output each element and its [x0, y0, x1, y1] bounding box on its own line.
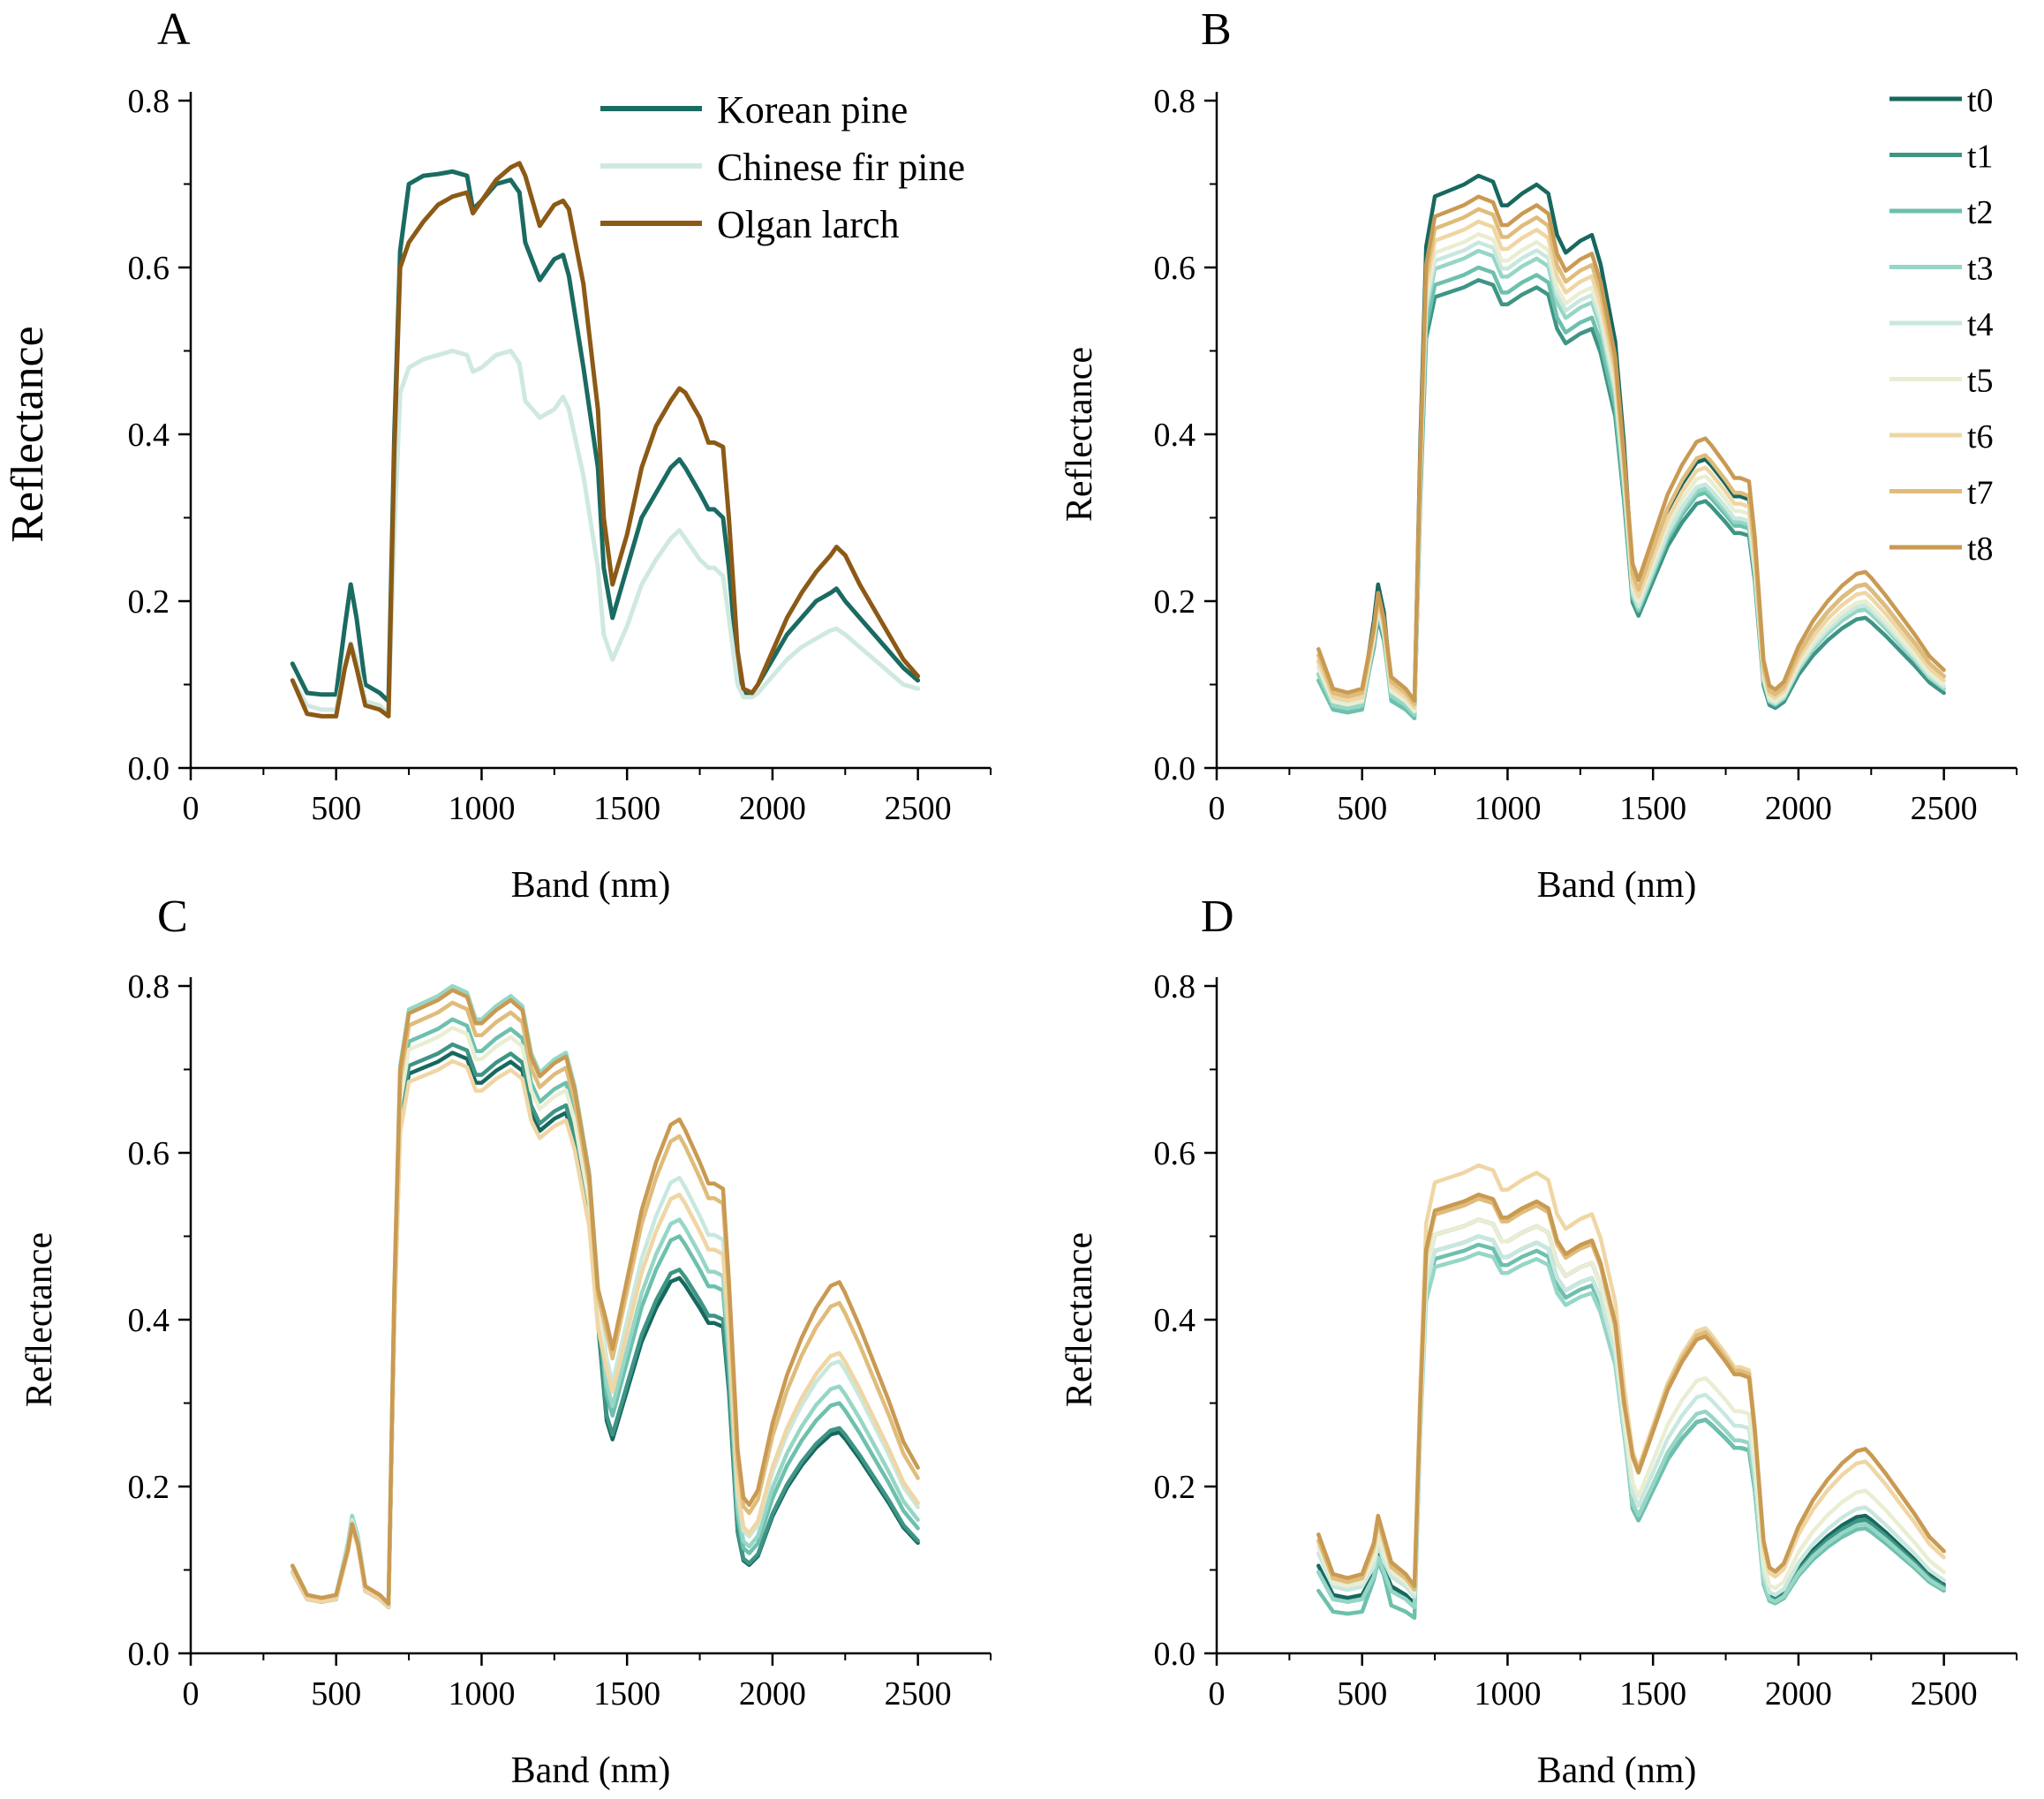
series-line-t1 [1316, 1234, 1946, 1610]
y-tick-label: 0.8 [128, 968, 170, 1005]
x-tick-label: 2500 [1911, 1675, 1978, 1712]
series-line-t0 [1316, 1217, 1946, 1607]
panel-letter: C [157, 892, 188, 942]
x-tick-label: 2000 [739, 790, 806, 827]
series-line-korean-pine [290, 169, 921, 704]
series-line-t4 [290, 1000, 920, 1607]
legend-label: t5 [1967, 363, 1994, 400]
series-line-t5 [1316, 1217, 1946, 1595]
x-tick-label: 2500 [1911, 790, 1978, 827]
y-tick-label: 0.6 [1154, 250, 1196, 287]
x-tick-label: 2000 [1765, 790, 1832, 827]
x-tick-label: 1000 [448, 1675, 515, 1712]
y-axis-title: Reflectance [19, 1232, 60, 1407]
y-tick-label: 0.0 [128, 750, 170, 787]
y-tick-label: 0.0 [128, 1636, 170, 1673]
y-tick-label: 0.0 [1154, 1636, 1196, 1673]
panel-c: C 0 500 1000 1500 2000 2500 0.0 0.2 0.4 0.6 0.8 Band… [19, 892, 992, 1791]
panel-letter: B [1201, 4, 1232, 55]
x-tick-label: 0 [1209, 1675, 1226, 1712]
panel-d: D 0 500 1000 1500 2000 2500 0.0 0.2 0.4 0.6 0.8 Band… [1060, 892, 2018, 1791]
legend-label: t7 [1967, 475, 1994, 512]
x-tick-label: 1500 [1619, 1675, 1686, 1712]
y-tick-label: 0.2 [1154, 583, 1196, 621]
panel-letter: A [157, 4, 191, 55]
x-tick-label: 500 [311, 1675, 361, 1712]
y-tick-label: 0.4 [128, 417, 170, 454]
x-tick-label: 1500 [1619, 790, 1686, 827]
legend-label: t6 [1967, 418, 1994, 455]
y-axis-title: Reflectance [3, 326, 53, 542]
series-line-t1 [1316, 277, 1946, 718]
legend-label: t1 [1967, 139, 1994, 176]
y-tick-label: 0.0 [1154, 750, 1196, 787]
x-tick-label: 0 [183, 790, 200, 827]
y-axis-title: Reflectance [1060, 1232, 1100, 1407]
x-tick-label: 1000 [448, 790, 515, 827]
x-axis-title: Band (nm) [1537, 865, 1697, 906]
y-axis-title: Reflectance [1060, 347, 1100, 522]
x-tick-label: 1000 [1474, 790, 1541, 827]
legend-label: t2 [1967, 194, 1994, 231]
y-tick-label: 0.4 [1154, 1302, 1196, 1339]
series-line-t7 [1316, 207, 1946, 706]
x-tick-label: 2500 [885, 1675, 952, 1712]
series-line-t7 [290, 1000, 920, 1607]
legend-label: t0 [1967, 82, 1994, 119]
series-line-t3 [1316, 248, 1946, 718]
y-tick-label: 0.2 [128, 1469, 170, 1506]
y-tick-label: 0.2 [1154, 1469, 1196, 1506]
panel-b: B 0 500 1000 1500 2000 2500 0.0 0.2 0.4 0.6 0.8 Band… [1060, 4, 2018, 906]
x-tick-label: 1500 [593, 790, 660, 827]
x-axis-title: Band (nm) [511, 1750, 671, 1791]
series-line-t6 [1316, 219, 1946, 710]
series-line-t8 [1316, 194, 1946, 703]
x-tick-label: 500 [311, 790, 361, 827]
legend-label: Olgan larch [717, 203, 899, 246]
x-axis-title: Band (nm) [1537, 1750, 1697, 1791]
panel-letter: D [1201, 892, 1234, 942]
y-tick-label: 0.8 [1154, 968, 1196, 1005]
x-tick-label: 500 [1337, 790, 1387, 827]
series-line-t2 [1316, 265, 1946, 721]
x-tick-label: 2500 [885, 790, 952, 827]
x-tick-label: 0 [183, 1675, 200, 1712]
legend-label: Korean pine [717, 88, 908, 132]
series-line-t0 [1316, 173, 1946, 710]
y-tick-label: 0.4 [128, 1302, 170, 1339]
legend-label: t8 [1967, 531, 1994, 568]
series-line-t4 [1316, 240, 1946, 713]
x-tick-label: 2000 [1765, 1675, 1832, 1712]
legend-label: t3 [1967, 251, 1994, 288]
series-line-t5 [1316, 231, 1946, 713]
x-tick-label: 1500 [593, 1675, 660, 1712]
y-tick-label: 0.6 [128, 1135, 170, 1172]
y-tick-label: 0.8 [128, 83, 170, 120]
legend-label: Chinese fir pine [717, 146, 965, 189]
series-line-olgan-larch [290, 161, 921, 719]
y-tick-label: 0.6 [1154, 1135, 1196, 1172]
x-tick-label: 0 [1209, 790, 1226, 827]
x-axis-title: Band (nm) [511, 865, 671, 906]
series-line-t4 [1316, 1234, 1946, 1599]
panel-a: A 0 500 1000 1500 2000 2500 0.0 0.2 0.4 0.6 0.8 Band… [3, 4, 992, 906]
y-tick-label: 0.8 [1154, 83, 1196, 120]
y-tick-label: 0.2 [128, 583, 170, 621]
series-line-t8 [290, 988, 920, 1607]
y-tick-label: 0.6 [128, 250, 170, 287]
series-line-t8 [1316, 1193, 1946, 1588]
legend-label: t4 [1967, 306, 1994, 343]
y-tick-label: 0.4 [1154, 417, 1196, 454]
x-tick-label: 1000 [1474, 1675, 1541, 1712]
x-tick-label: 2000 [739, 1675, 806, 1712]
x-tick-label: 500 [1337, 1675, 1387, 1712]
